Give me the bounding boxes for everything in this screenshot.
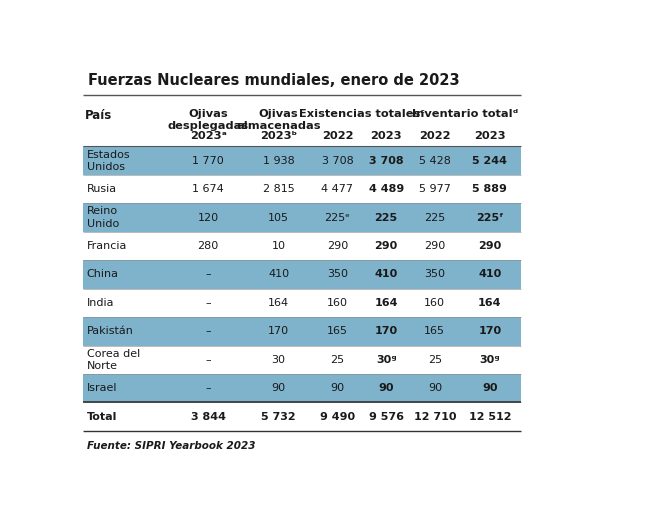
Text: 90: 90: [378, 383, 394, 393]
Text: 9 576: 9 576: [369, 411, 404, 422]
Text: Fuerzas Nucleares mundiales, enero de 2023: Fuerzas Nucleares mundiales, enero de 20…: [88, 73, 459, 88]
Text: 225: 225: [375, 212, 398, 223]
Text: 170: 170: [479, 326, 502, 337]
Text: 3 844: 3 844: [190, 411, 225, 422]
Text: 3 708: 3 708: [369, 156, 403, 166]
Text: 170: 170: [375, 326, 398, 337]
Text: 10: 10: [272, 241, 286, 251]
Text: Francia: Francia: [87, 241, 127, 251]
Text: 1 770: 1 770: [192, 156, 224, 166]
Text: 290: 290: [375, 241, 398, 251]
Text: 30ᵍ: 30ᵍ: [376, 355, 397, 365]
Text: 225ᶠ: 225ᶠ: [476, 212, 504, 223]
Text: China: China: [87, 269, 119, 280]
Text: 164: 164: [268, 298, 289, 308]
Text: 25: 25: [428, 355, 442, 365]
Text: 12 710: 12 710: [414, 411, 456, 422]
Text: Rusia: Rusia: [87, 184, 117, 194]
Text: Corea del
Norte: Corea del Norte: [87, 349, 140, 371]
Text: 290: 290: [479, 241, 502, 251]
Text: 4 489: 4 489: [369, 184, 404, 194]
Text: 2022: 2022: [322, 131, 353, 141]
Text: 164: 164: [374, 298, 398, 308]
Text: –: –: [206, 298, 211, 308]
Text: 1 938: 1 938: [262, 156, 294, 166]
Text: 225: 225: [424, 212, 446, 223]
Text: 350: 350: [327, 269, 348, 280]
Text: 90: 90: [428, 383, 442, 393]
Text: 410: 410: [375, 269, 398, 280]
Bar: [83, 374, 521, 403]
Text: 90: 90: [272, 383, 286, 393]
Text: 1 674: 1 674: [192, 184, 224, 194]
Bar: [83, 260, 521, 289]
Text: 2023: 2023: [370, 131, 402, 141]
Text: Ojivas
desplegadas: Ojivas desplegadas: [168, 109, 249, 131]
Bar: [83, 175, 521, 203]
Text: 2022: 2022: [419, 131, 451, 141]
Text: 225ᵉ: 225ᵉ: [325, 212, 350, 223]
Text: 160: 160: [424, 298, 446, 308]
Bar: [83, 317, 521, 346]
Text: 2 815: 2 815: [262, 184, 294, 194]
Text: 5 889: 5 889: [473, 184, 508, 194]
Text: 2023ᵇ: 2023ᵇ: [260, 131, 297, 141]
Text: Reino
Unido: Reino Unido: [87, 206, 119, 229]
Text: País: País: [85, 109, 112, 122]
Text: India: India: [87, 298, 114, 308]
Text: 170: 170: [268, 326, 289, 337]
Text: Ojivas
almacenadas: Ojivas almacenadas: [237, 109, 321, 131]
Text: 410: 410: [479, 269, 502, 280]
Text: –: –: [206, 269, 211, 280]
Text: 350: 350: [424, 269, 446, 280]
Text: 165: 165: [327, 326, 348, 337]
Text: 2023ᵃ: 2023ᵃ: [190, 131, 227, 141]
Text: 5 977: 5 977: [419, 184, 451, 194]
Text: –: –: [206, 383, 211, 393]
Bar: [83, 346, 521, 374]
Text: 165: 165: [424, 326, 446, 337]
Text: 25: 25: [330, 355, 344, 365]
Text: 90: 90: [482, 383, 498, 393]
Text: Fuente: SIPRI Yearbook 2023: Fuente: SIPRI Yearbook 2023: [87, 441, 255, 451]
Text: 120: 120: [198, 212, 219, 223]
Bar: [83, 289, 521, 317]
Text: –: –: [206, 326, 211, 337]
Text: 280: 280: [198, 241, 219, 251]
Text: Total: Total: [87, 411, 117, 422]
Text: –: –: [206, 355, 211, 365]
Text: Estados
Unidos: Estados Unidos: [87, 149, 130, 172]
Text: 90: 90: [330, 383, 344, 393]
Text: Existencias totalesᶜ: Existencias totalesᶜ: [299, 109, 425, 119]
Text: 30ᵍ: 30ᵍ: [480, 355, 500, 365]
Text: Pakistán: Pakistán: [87, 326, 134, 337]
Text: 160: 160: [327, 298, 348, 308]
Text: 3 708: 3 708: [322, 156, 354, 166]
Text: 105: 105: [268, 212, 289, 223]
Bar: [83, 147, 521, 175]
Text: 290: 290: [327, 241, 348, 251]
Text: 164: 164: [478, 298, 502, 308]
Bar: [83, 203, 521, 232]
Bar: [83, 403, 521, 431]
Text: 4 477: 4 477: [321, 184, 354, 194]
Bar: [83, 232, 521, 260]
Text: 410: 410: [268, 269, 289, 280]
Text: Israel: Israel: [87, 383, 117, 393]
Text: 9 490: 9 490: [320, 411, 355, 422]
Text: Inventario totalᵈ: Inventario totalᵈ: [412, 109, 519, 119]
Text: 5 732: 5 732: [261, 411, 296, 422]
Text: 5 244: 5 244: [473, 156, 508, 166]
Text: 12 512: 12 512: [469, 411, 511, 422]
Text: 30: 30: [272, 355, 286, 365]
Text: 2023: 2023: [474, 131, 506, 141]
Text: 5 428: 5 428: [419, 156, 451, 166]
Text: 290: 290: [424, 241, 446, 251]
